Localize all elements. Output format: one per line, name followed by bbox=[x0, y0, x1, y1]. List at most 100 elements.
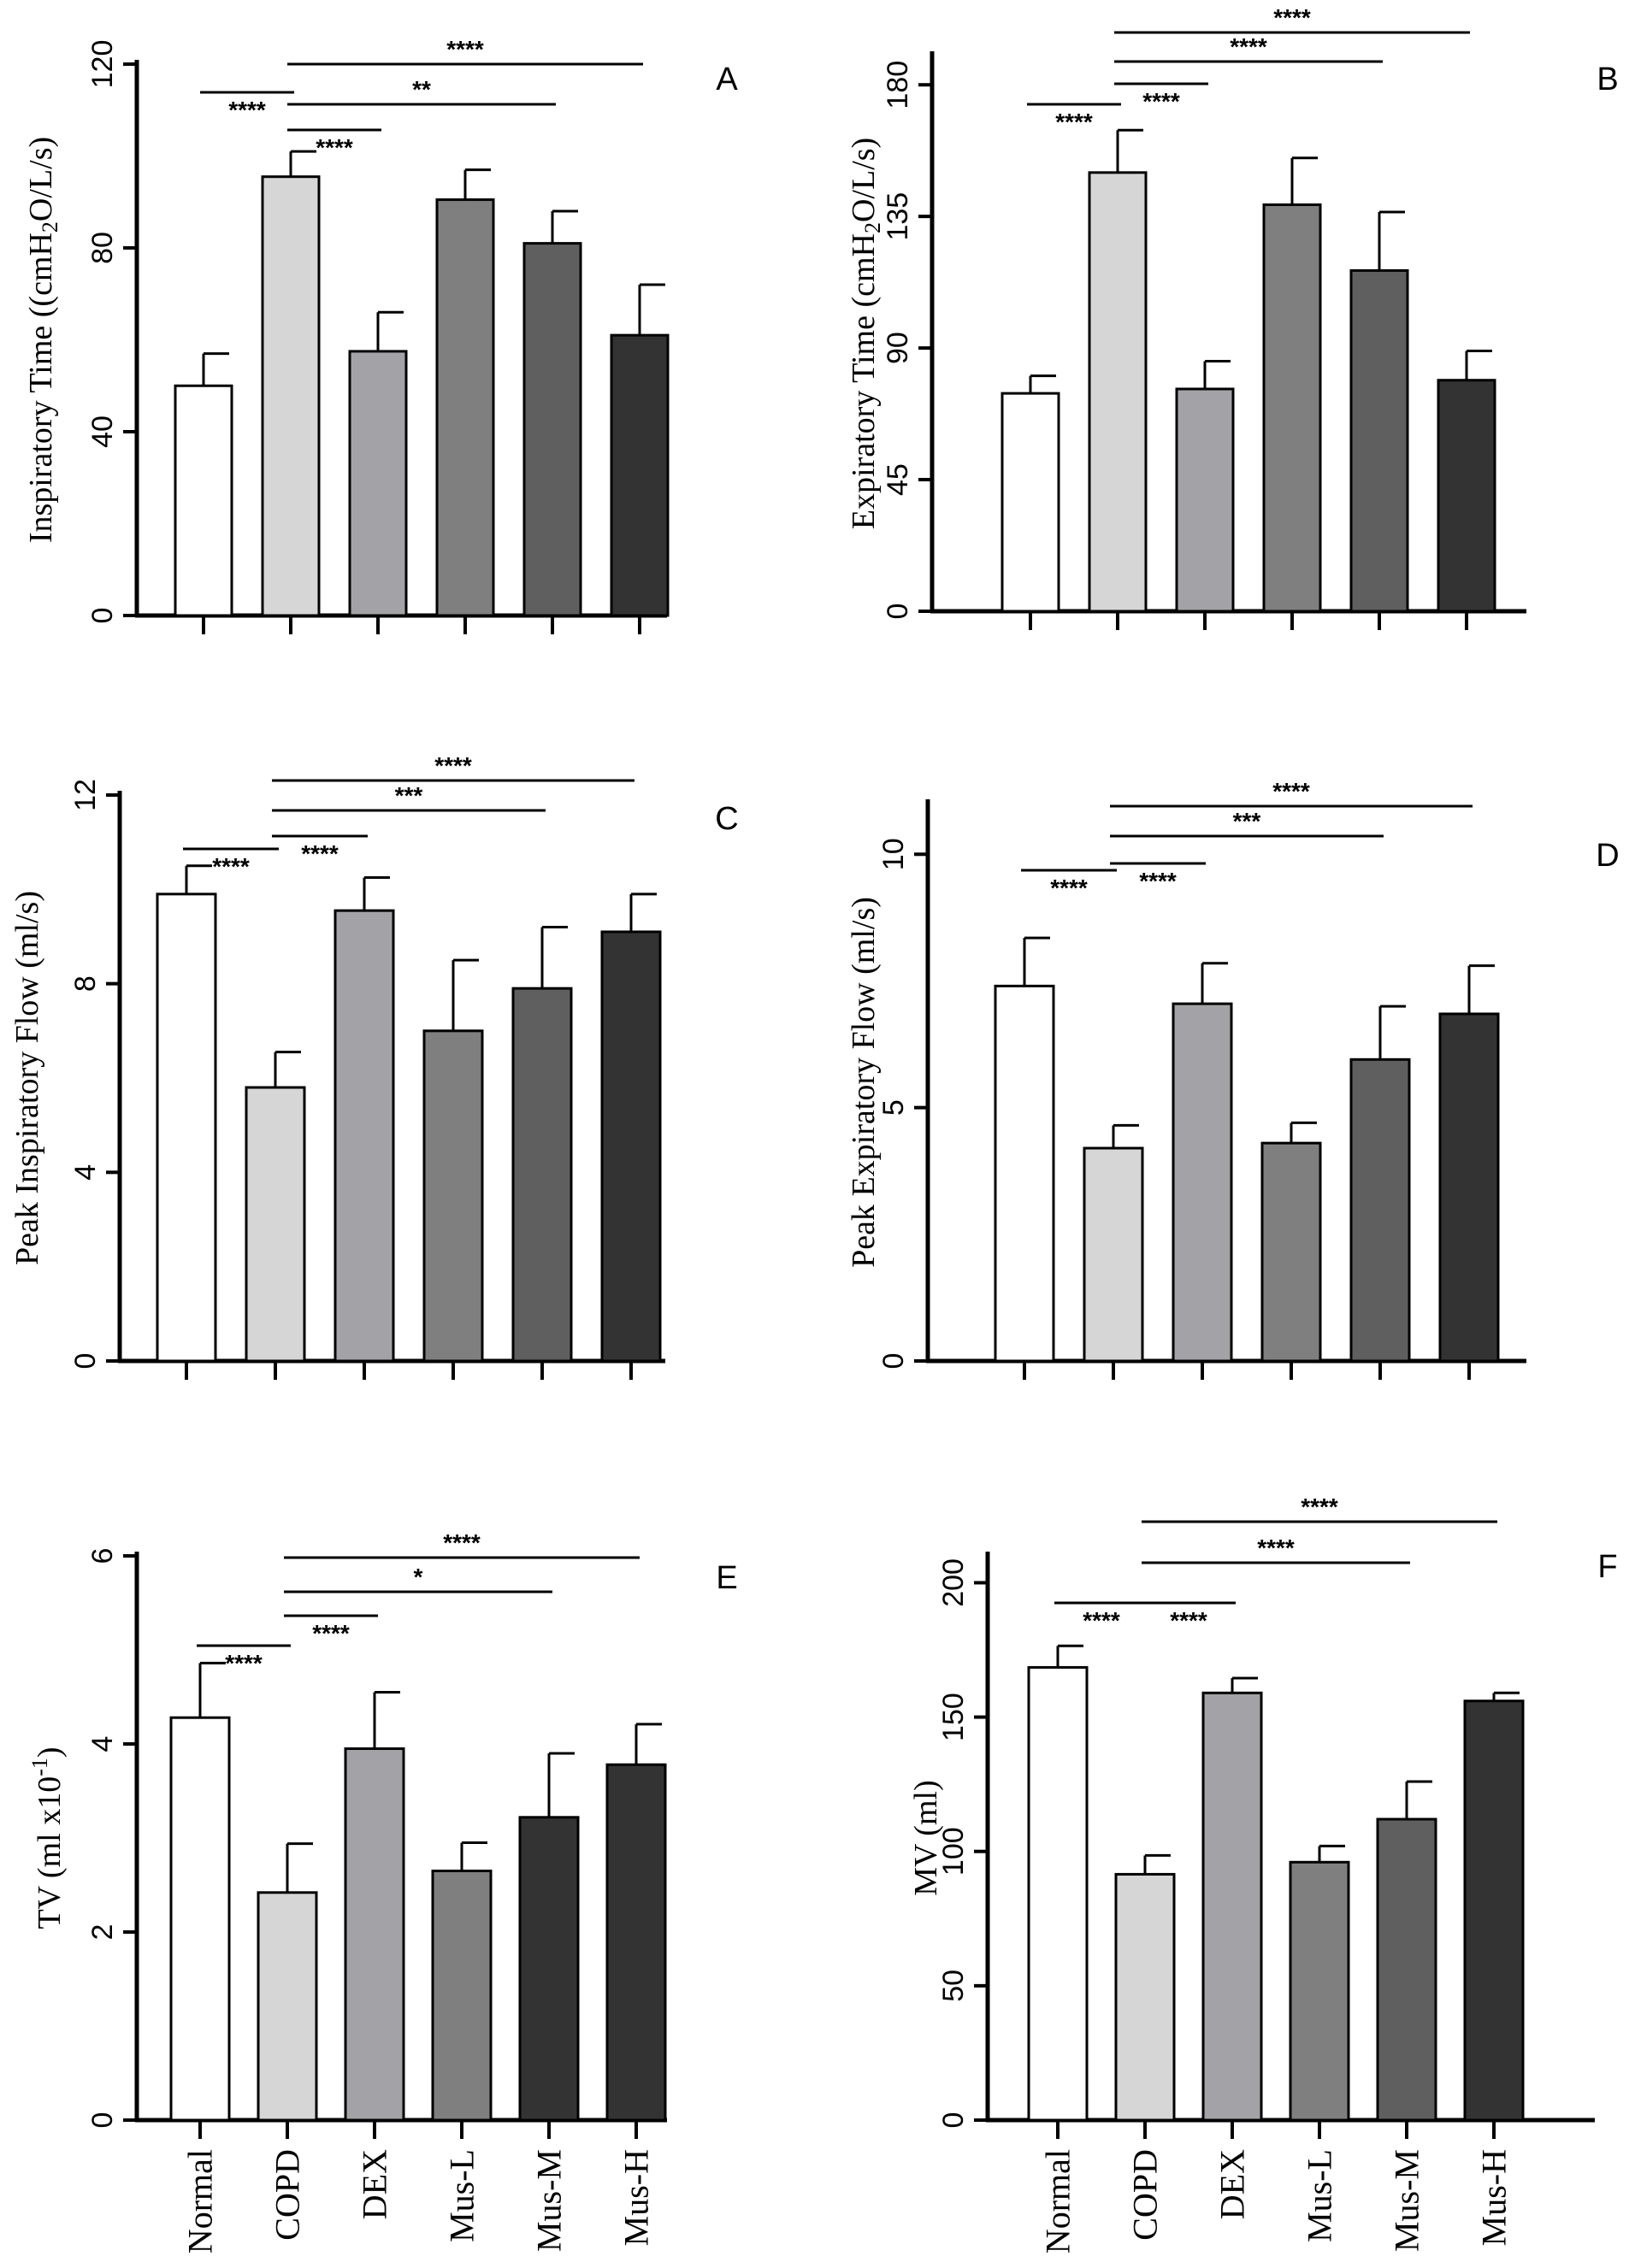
y-axis-label: Peak Expiratory Flow (ml/s) bbox=[846, 897, 882, 1268]
y-tick-label: 80 bbox=[86, 232, 119, 264]
y-tick-label: 4 bbox=[69, 1164, 102, 1181]
bar-mus-l bbox=[1260, 1141, 1322, 1363]
bar-dex bbox=[333, 909, 395, 1363]
bar-copd bbox=[245, 1086, 306, 1363]
bar-normal bbox=[156, 892, 217, 1363]
bar-dex bbox=[344, 1747, 405, 2122]
panel-letter: F bbox=[1597, 1549, 1617, 1585]
y-axis-label: TV (ml x10-1) bbox=[27, 1747, 68, 1929]
bar-dex bbox=[1201, 1691, 1263, 2122]
bar-mus-h bbox=[605, 1763, 667, 2122]
y-tick-label: 10 bbox=[877, 838, 910, 870]
significance-label: **** bbox=[1055, 109, 1093, 135]
y-axis-label: Expiratory Time (cmH2O/L/s) bbox=[846, 138, 885, 529]
significance-label: **** bbox=[446, 36, 484, 62]
x-category-label: DEX bbox=[356, 2149, 394, 2219]
y-tick-label: 200 bbox=[937, 1558, 970, 1607]
y-axis-label-script: 2 bbox=[860, 222, 885, 233]
y-tick-label: 12 bbox=[69, 779, 102, 811]
x-category-label: Normal bbox=[181, 2149, 220, 2253]
y-tick-label: 120 bbox=[86, 40, 119, 89]
bar-mus-m bbox=[511, 987, 573, 1363]
bar-mus-l bbox=[1262, 203, 1322, 613]
panel-letter: C bbox=[715, 801, 738, 837]
significance-label: **** bbox=[1170, 1607, 1207, 1634]
bar-dex bbox=[1175, 387, 1235, 613]
x-category-label: Mus-L bbox=[1301, 2149, 1339, 2242]
y-tick-label: 0 bbox=[86, 2112, 119, 2129]
panel-e-chart: 0 2 4 6 TV (ml x10-1) Normal COPD DEX Mus-L Mus-M… bbox=[27, 1529, 738, 2253]
panel-b-chart: 0 45 90 135 180 Expiratory Time (cmH2O/L/s) **… bbox=[846, 4, 1619, 630]
significance-label: **** bbox=[1230, 33, 1267, 60]
significance-label: **** bbox=[1139, 868, 1177, 894]
bar-mus-m bbox=[1349, 1057, 1411, 1363]
y-tick-label: 0 bbox=[937, 2112, 970, 2129]
bar-mus-h bbox=[1463, 1700, 1525, 2122]
bar-normal bbox=[174, 384, 233, 617]
y-tick-label: 90 bbox=[882, 332, 914, 364]
panel-letter: B bbox=[1597, 62, 1618, 97]
y-axis-label-script: 2 bbox=[38, 221, 62, 233]
significance-label: **** bbox=[228, 97, 266, 123]
bar-mus-h bbox=[1437, 379, 1496, 613]
y-tick-label: 0 bbox=[86, 608, 119, 624]
bar-normal bbox=[1027, 1665, 1089, 2122]
significance-label: *** bbox=[1233, 808, 1261, 834]
significance-label: **** bbox=[316, 134, 353, 161]
y-tick-label: 6 bbox=[86, 1548, 119, 1564]
x-category-label: Normal bbox=[1039, 2149, 1077, 2253]
y-axis-label-main: TV (ml x10 bbox=[32, 1776, 68, 1929]
bar-mus-h bbox=[1438, 1012, 1500, 1363]
x-category-label: DEX bbox=[1213, 2149, 1252, 2219]
bar-mus-h bbox=[600, 930, 662, 1363]
x-category-label: Mus-L bbox=[443, 2149, 481, 2242]
bar-normal bbox=[994, 984, 1055, 1363]
y-axis-label: Inspiratory Time ((cmH2O/L/s) bbox=[23, 137, 62, 543]
bar-copd bbox=[261, 175, 321, 617]
y-axis-label-suffix: O/L/s) bbox=[23, 137, 59, 221]
y-axis-label-main: Expiratory Time (cmH bbox=[846, 233, 882, 529]
bar-copd bbox=[1083, 1146, 1144, 1363]
y-axis-label-main: MV (ml) bbox=[908, 1780, 944, 1895]
significance-label: **** bbox=[301, 840, 339, 867]
y-axis-label-main: Peak Expiratory Flow (ml/s) bbox=[846, 897, 882, 1268]
bar-mus-l bbox=[435, 198, 495, 617]
significance-label: **** bbox=[434, 752, 472, 779]
y-tick-label: 4 bbox=[86, 1736, 119, 1753]
x-category-label: Mus-M bbox=[530, 2149, 569, 2252]
panel-letter: E bbox=[716, 1560, 737, 1596]
y-axis-label: Peak Inspiratory Flow (ml/s) bbox=[9, 891, 45, 1265]
y-tick-label: 0 bbox=[877, 1353, 910, 1370]
significance-label: **** bbox=[1050, 875, 1088, 901]
y-tick-label: 0 bbox=[69, 1353, 102, 1370]
y-axis-label-main: Inspiratory Time ((cmH bbox=[23, 233, 59, 543]
y-axis-label: MV (ml) bbox=[908, 1780, 944, 1895]
x-category-label: Mus-H bbox=[1475, 2149, 1514, 2246]
panel-letter: A bbox=[716, 62, 738, 97]
bar-dex bbox=[1172, 1002, 1233, 1363]
x-category-label: Mus-M bbox=[1388, 2149, 1426, 2252]
x-category-label: COPD bbox=[269, 2149, 307, 2241]
y-axis-label-suffix: ) bbox=[32, 1747, 68, 1758]
significance-label: ** bbox=[412, 76, 431, 103]
significance-label: *** bbox=[395, 782, 423, 809]
y-axis-label-main: Peak Inspiratory Flow (ml/s) bbox=[9, 891, 45, 1265]
panel-f-chart: 0 50 100 150 200 MV (ml) Normal COPD DEX Mus-L Mus… bbox=[908, 1493, 1618, 2253]
y-tick-label: 5 bbox=[877, 1099, 910, 1116]
significance-label: **** bbox=[1301, 1493, 1338, 1520]
significance-label: **** bbox=[1142, 88, 1180, 115]
y-tick-label: 0 bbox=[882, 604, 914, 620]
bar-copd bbox=[257, 1891, 318, 2122]
bar-mus-m bbox=[1376, 1817, 1437, 2122]
y-tick-label: 135 bbox=[882, 192, 914, 241]
y-axis-label-suffix: O/L/s) bbox=[846, 138, 882, 222]
significance-label: **** bbox=[312, 1620, 350, 1647]
bar-normal bbox=[1000, 392, 1060, 613]
bar-dex bbox=[348, 350, 408, 617]
y-tick-label: 150 bbox=[937, 1693, 970, 1741]
significance-label: **** bbox=[1273, 4, 1311, 31]
